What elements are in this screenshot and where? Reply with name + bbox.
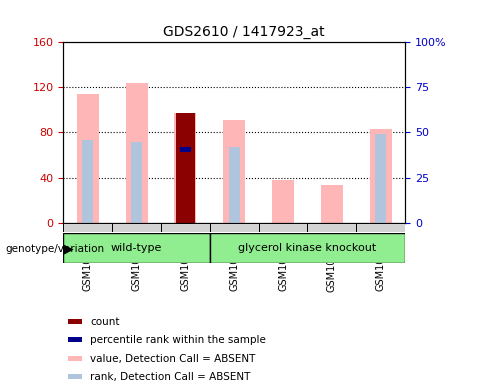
Text: percentile rank within the sample: percentile rank within the sample: [90, 336, 266, 346]
Bar: [210, 233, 405, 263]
Bar: [356, 223, 405, 232]
Bar: [126, 83, 148, 223]
Text: ▶: ▶: [64, 242, 74, 255]
Bar: [67, 319, 82, 324]
Bar: [180, 149, 191, 223]
Bar: [161, 223, 210, 232]
Bar: [321, 185, 343, 223]
Text: GDS2610 / 1417923_at: GDS2610 / 1417923_at: [163, 25, 325, 39]
Text: rank, Detection Call = ABSENT: rank, Detection Call = ABSENT: [90, 372, 251, 382]
Bar: [259, 223, 307, 232]
Bar: [223, 120, 245, 223]
Bar: [67, 374, 82, 379]
Bar: [375, 134, 386, 223]
Bar: [77, 94, 99, 223]
Bar: [229, 147, 240, 223]
Bar: [180, 147, 191, 152]
Text: genotype/variation: genotype/variation: [5, 244, 104, 254]
Bar: [63, 233, 210, 263]
Text: value, Detection Call = ABSENT: value, Detection Call = ABSENT: [90, 354, 256, 364]
Bar: [63, 223, 112, 232]
Bar: [307, 223, 356, 232]
Bar: [67, 338, 82, 343]
Bar: [82, 141, 93, 223]
Bar: [112, 223, 161, 232]
Bar: [175, 113, 196, 223]
Text: count: count: [90, 317, 120, 327]
Bar: [131, 142, 142, 223]
Text: wild-type: wild-type: [111, 243, 163, 253]
Bar: [370, 129, 391, 223]
Bar: [176, 113, 195, 223]
Text: glycerol kinase knockout: glycerol kinase knockout: [238, 243, 377, 253]
Bar: [272, 180, 294, 223]
Bar: [67, 356, 82, 361]
Bar: [210, 223, 259, 232]
